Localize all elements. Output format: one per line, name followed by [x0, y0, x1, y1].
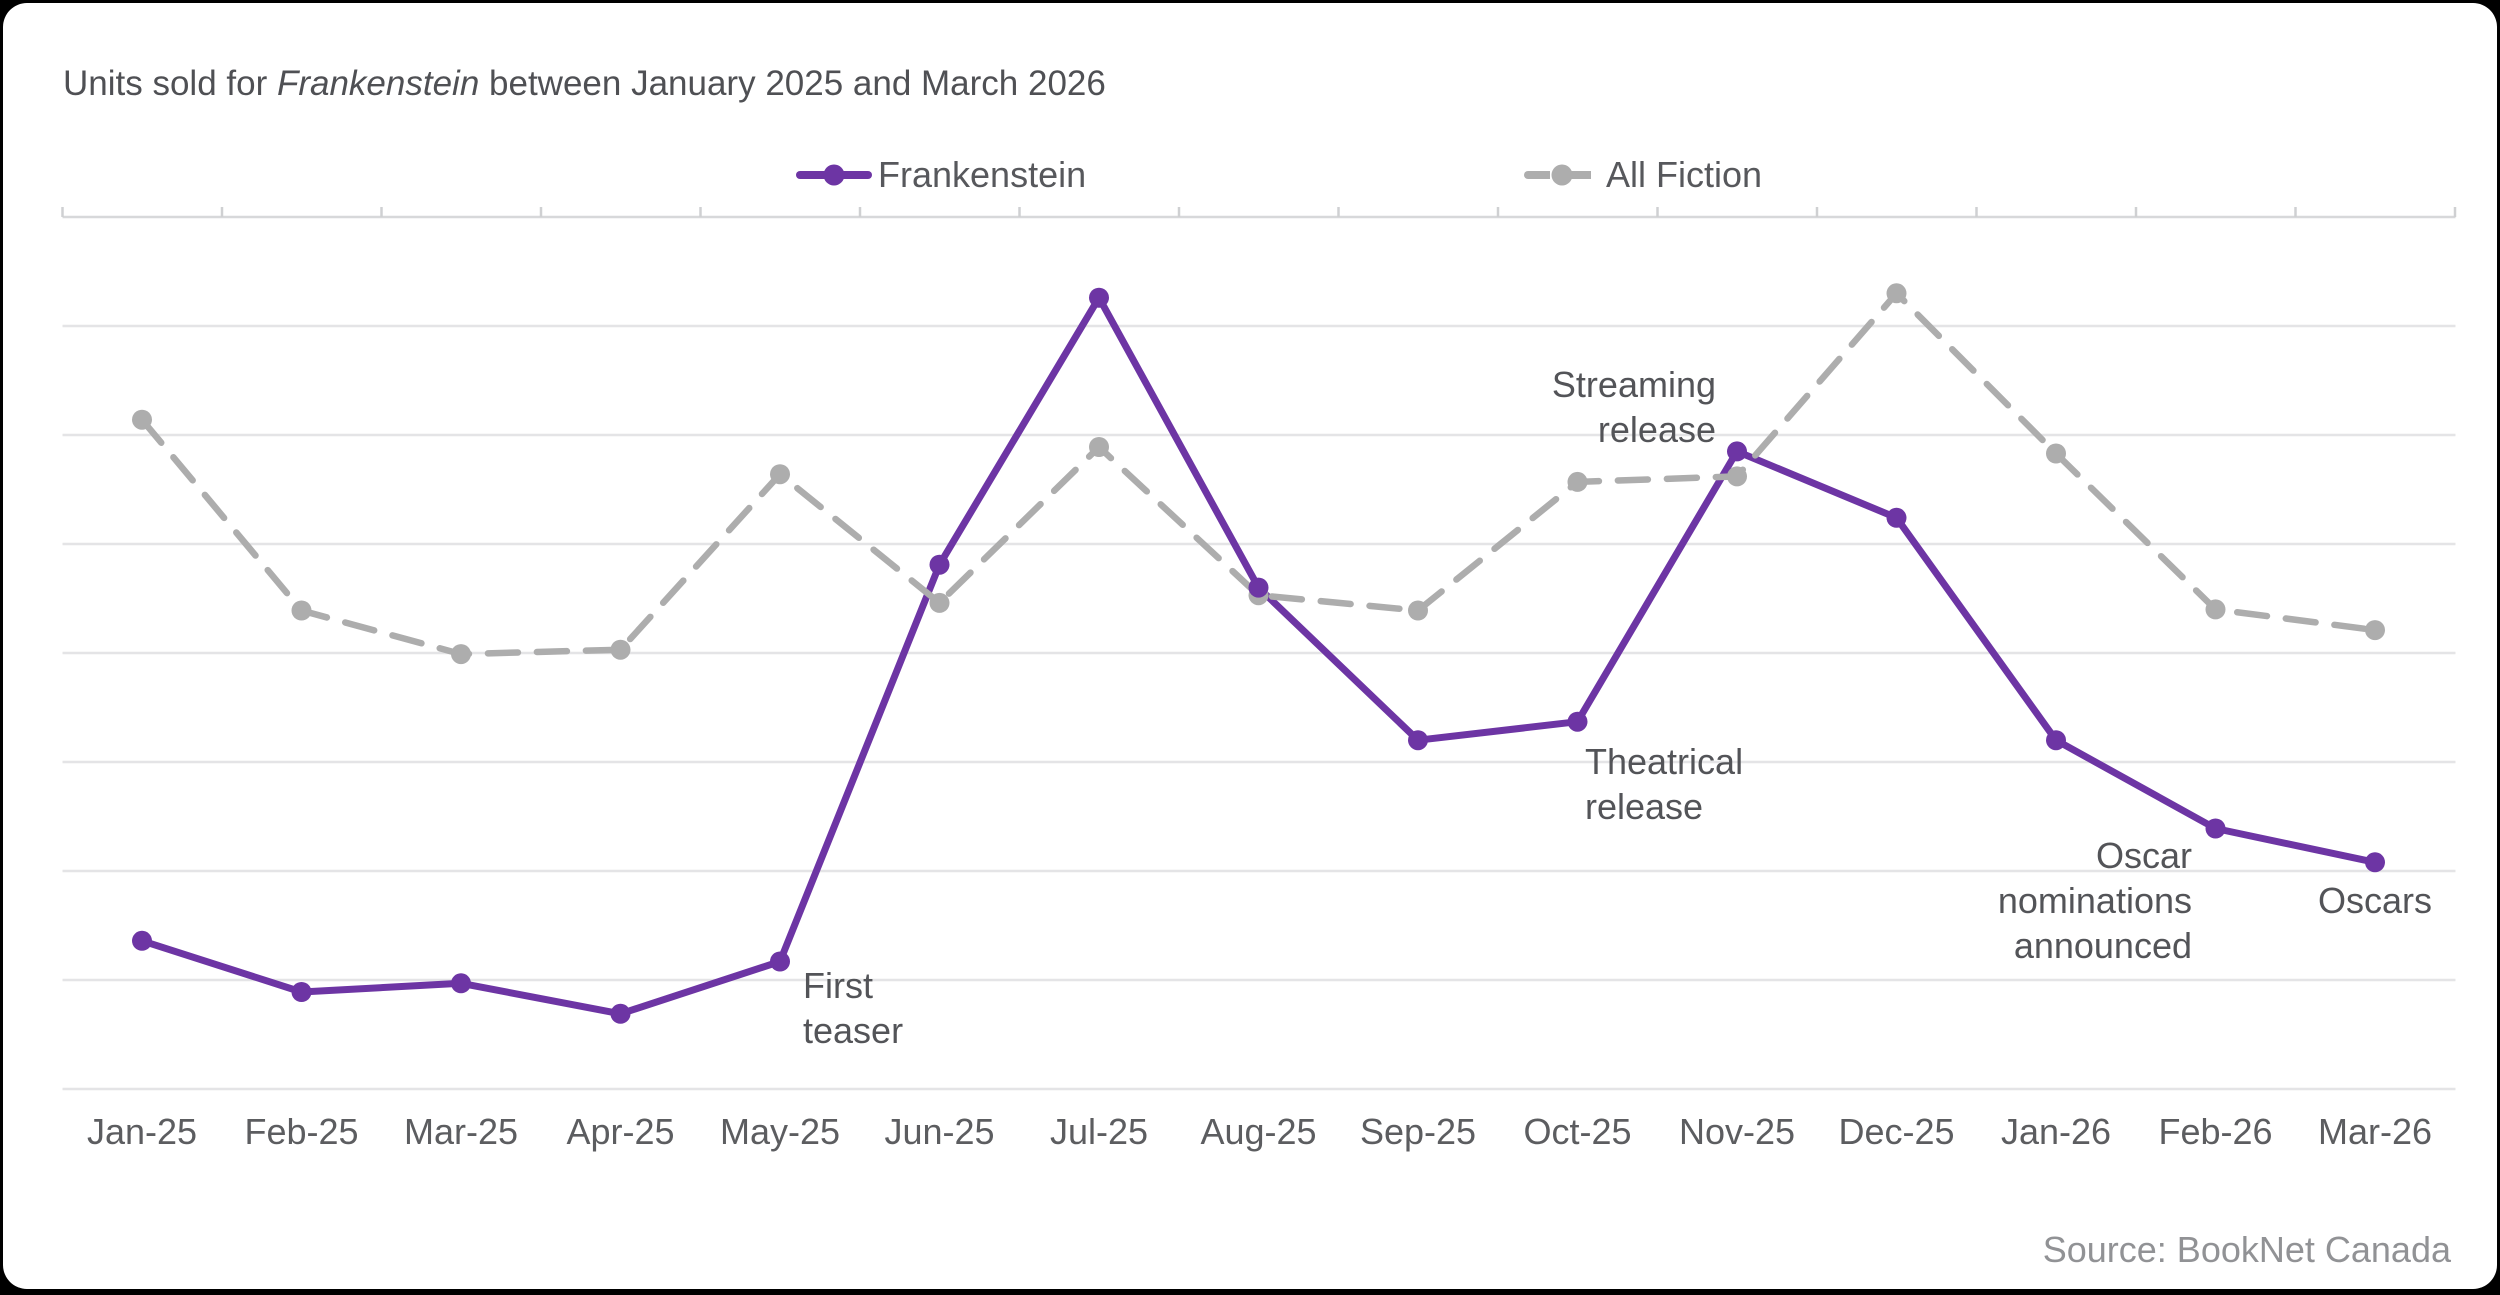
x-axis-label: Feb-26 [2158, 1111, 2272, 1152]
data-point-frankenstein [291, 982, 312, 1002]
data-point-frankenstein [1089, 287, 1109, 308]
data-point-frankenstein [132, 930, 152, 951]
frankenstein-dot-swatch [823, 164, 845, 186]
data-point-all-fiction [1408, 600, 1428, 621]
x-axis-label: Aug-25 [1200, 1111, 1316, 1152]
legend-item-all-fiction: All Fiction [1524, 153, 1762, 197]
axis-ticks [61, 207, 2457, 217]
x-axis-label: Feb-25 [244, 1111, 358, 1152]
data-point-frankenstein [610, 1003, 631, 1024]
data-point-frankenstein [1727, 441, 1747, 462]
annotation-first-teaser: First teaser [803, 965, 903, 1051]
data-point-frankenstein [929, 554, 950, 575]
data-point-frankenstein [1886, 507, 1907, 528]
data-point-frankenstein [2205, 818, 2226, 839]
data-point-frankenstein [451, 973, 471, 994]
x-axis-label: Jun-25 [884, 1111, 994, 1152]
chart-title: Units sold for Frankenstein between Janu… [63, 62, 1106, 106]
x-axis-label: Mar-25 [404, 1111, 518, 1152]
data-point-all-fiction [132, 409, 152, 430]
data-point-all-fiction [610, 639, 631, 660]
data-point-frankenstein [1567, 711, 1588, 732]
chart-title-prefix: Units sold for [63, 64, 277, 103]
data-point-all-fiction [770, 464, 790, 485]
x-axis-label: May-25 [720, 1111, 840, 1152]
book-title-italic: Frankenstein [276, 64, 480, 103]
x-axis-labels: Jan-25 Feb-25 Mar-25 Apr-25 May-25 Jun-25 Jul-… [87, 1111, 2432, 1152]
data-point-frankenstein [1248, 577, 1269, 598]
data-point-frankenstein [2046, 730, 2066, 751]
source-credit: Source: BookNet Canada [2042, 1229, 2451, 1270]
x-axis-label: Jan-26 [2001, 1111, 2111, 1152]
data-point-all-fiction [1567, 471, 1588, 492]
data-point-all-fiction [2046, 443, 2066, 464]
x-axis-label: Jul-25 [1050, 1111, 1148, 1152]
data-points-frankenstein [132, 287, 2385, 1024]
data-point-all-fiction [451, 644, 471, 665]
annotation-theatrical-release: Theatrical release [1585, 741, 1743, 827]
data-point-all-fiction [1089, 437, 1109, 457]
chart-card: Units sold for Frankenstein between Janu… [3, 3, 2497, 1289]
chart-svg: Jan-25 Feb-25 Mar-25 Apr-25 May-25 Jun-25 Jul-… [61, 207, 2457, 1152]
data-point-all-fiction [2365, 620, 2385, 641]
annotation-oscars: Oscars [2318, 880, 2432, 921]
data-point-frankenstein [1408, 730, 1428, 751]
data-point-all-fiction [1727, 466, 1747, 487]
x-axis-label: Oct-25 [1523, 1111, 1631, 1152]
series-line-all-fiction [138, 288, 2379, 658]
data-points-all-fiction [132, 283, 2385, 665]
legend-label-frankenstein: Frankenstein [878, 154, 1087, 195]
data-point-all-fiction [2205, 599, 2226, 620]
legend-item-frankenstein: Frankenstein [796, 153, 1086, 197]
x-axis-label: Mar-26 [2318, 1111, 2432, 1152]
chart-title-suffix: between January 2025 and March 2026 [479, 64, 1106, 103]
data-point-all-fiction [291, 600, 312, 621]
data-point-all-fiction [929, 592, 950, 613]
data-point-frankenstein [2365, 852, 2385, 873]
all-fiction-dot-swatch [1551, 164, 1573, 186]
x-axis-label: Nov-25 [1679, 1111, 1795, 1152]
data-point-frankenstein [770, 951, 790, 972]
annotation-streaming-release: Streaming release [1552, 364, 1716, 450]
x-axis-label: Sep-25 [1360, 1111, 1476, 1152]
frankenstein-line-swatch [796, 164, 872, 186]
data-point-all-fiction [1886, 283, 1907, 304]
all-fiction-line-swatch [1524, 164, 1600, 186]
legend-label-all-fiction: All Fiction [1606, 154, 1763, 195]
x-axis-label: Jan-25 [87, 1111, 197, 1152]
x-axis-label: Apr-25 [566, 1111, 674, 1152]
annotations: First teaser Streaming release Theatrical rel… [803, 364, 2432, 1051]
annotation-oscar-nominations-announced: Oscar nominations announced [1998, 835, 2192, 966]
x-axis-label: Dec-25 [1838, 1111, 1954, 1152]
